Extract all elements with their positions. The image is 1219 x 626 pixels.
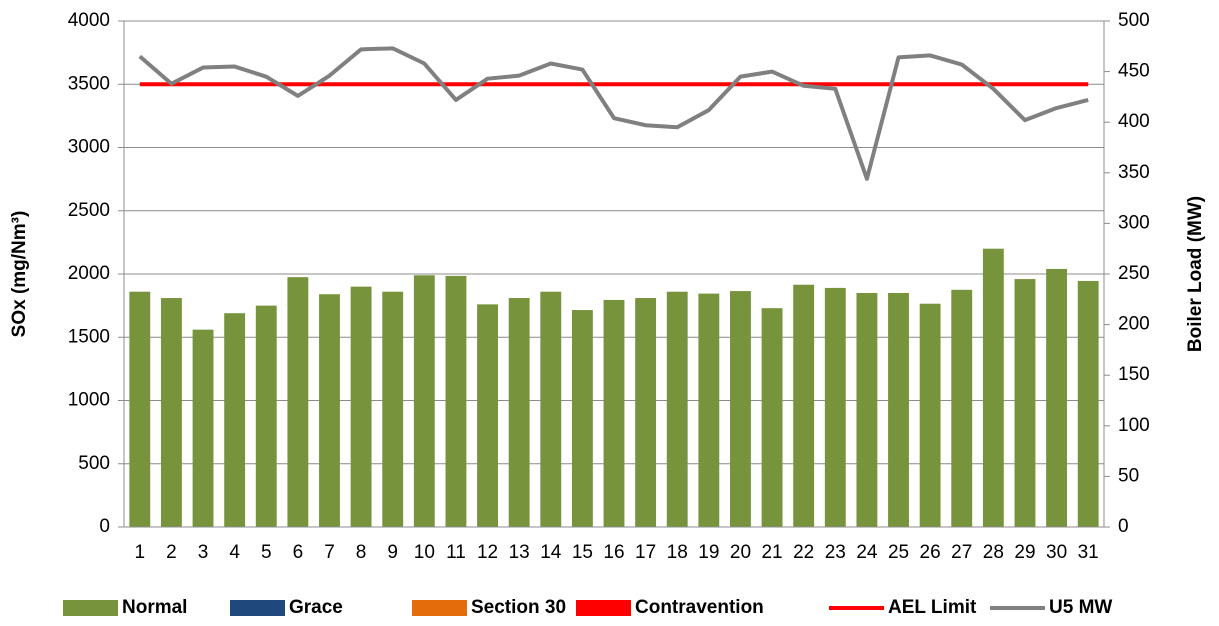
- legend-label: AEL Limit: [888, 597, 977, 618]
- line: [138, 46, 1089, 181]
- bar: [698, 293, 720, 527]
- x-tick-label: 25: [888, 542, 909, 563]
- bar: [856, 292, 878, 527]
- x-tick-label: 21: [761, 542, 782, 563]
- bar: [129, 291, 151, 527]
- x-tick-label: 3: [198, 542, 209, 563]
- y-axis-label: SOx (mg/Nm³): [9, 211, 30, 338]
- x-tick-label: 20: [730, 542, 751, 563]
- x-tick-label: 1: [135, 542, 146, 563]
- y2-tick-label: 100: [1118, 415, 1150, 436]
- bar: [255, 305, 277, 527]
- x-tick-label: 29: [1014, 542, 1035, 563]
- legend-swatch: [230, 600, 285, 616]
- y-tick-label: 3000: [68, 137, 110, 158]
- bar: [761, 308, 783, 527]
- legend-label: Section 30: [471, 597, 566, 618]
- legend-label: Normal: [122, 597, 187, 618]
- bar: [888, 292, 909, 527]
- x-tick-label: 14: [540, 542, 562, 563]
- x-tick-label: 23: [825, 542, 846, 563]
- bar: [1014, 279, 1036, 527]
- bar: [508, 298, 530, 527]
- legend-label: Grace: [289, 597, 343, 618]
- y2-tick-label: 150: [1118, 364, 1150, 385]
- bar: [951, 289, 973, 527]
- legend-swatch: [412, 600, 467, 616]
- x-tick-label: 24: [856, 542, 878, 563]
- y2-tick-label: 450: [1118, 61, 1150, 82]
- y2-tick-label: 200: [1118, 314, 1150, 335]
- x-tick-label: 7: [324, 542, 335, 563]
- bar: [445, 275, 467, 527]
- x-tick-label: 31: [1078, 542, 1099, 563]
- bar: [319, 294, 340, 527]
- x-tick-label: 5: [261, 542, 272, 563]
- y-tick-label: 500: [78, 453, 110, 474]
- legend-label: U5 MW: [1049, 597, 1112, 618]
- bar: [413, 275, 435, 527]
- y-tick-label: 2500: [68, 200, 110, 221]
- x-tick-label: 22: [793, 542, 814, 563]
- x-tick-label: 2: [166, 542, 177, 563]
- y-tick-label: 1000: [68, 390, 110, 411]
- bar: [793, 284, 815, 527]
- x-tick-label: 18: [667, 542, 688, 563]
- x-tick-label: 8: [356, 542, 367, 563]
- legend-label: Contravention: [635, 597, 764, 618]
- y-tick-label: 2000: [68, 263, 110, 284]
- bar: [919, 303, 941, 527]
- x-tick-label: 19: [698, 542, 719, 563]
- x-tick-label: 30: [1046, 542, 1067, 563]
- x-tick-label: 6: [293, 542, 304, 563]
- y2-tick-label: 250: [1118, 263, 1150, 284]
- bar: [350, 286, 372, 527]
- y-tick-label: 3500: [68, 73, 110, 94]
- x-tick-label: 10: [414, 542, 435, 563]
- bar: [603, 299, 625, 527]
- bar: [1046, 268, 1068, 527]
- legend-swatch: [63, 600, 118, 616]
- y2-tick-label: 300: [1118, 212, 1150, 233]
- bar: [224, 313, 246, 527]
- x-tick-label: 17: [635, 542, 656, 563]
- bar: [1077, 280, 1099, 527]
- bar: [571, 310, 593, 527]
- x-tick-label: 27: [951, 542, 972, 563]
- y-tick-label: 1500: [68, 326, 110, 347]
- bar: [730, 291, 751, 527]
- y-tick-label: 0: [99, 516, 110, 537]
- bar: [540, 291, 562, 527]
- y2-tick-label: 400: [1118, 111, 1150, 132]
- x-tick-label: 4: [229, 542, 240, 563]
- bar: [666, 291, 688, 527]
- x-tick-label: 28: [983, 542, 1004, 563]
- x-tick-label: 26: [920, 542, 941, 563]
- bar: [192, 329, 214, 527]
- bar: [160, 298, 182, 527]
- x-tick-label: 13: [509, 542, 530, 563]
- bar: [824, 287, 846, 527]
- x-tick-label: 16: [603, 542, 624, 563]
- x-tick-label: 15: [572, 542, 593, 563]
- bar: [982, 248, 1004, 527]
- x-tick-label: 12: [477, 542, 498, 563]
- y2-axis-label: Boiler Load (MW): [1185, 196, 1206, 352]
- y2-tick-label: 0: [1118, 516, 1129, 537]
- bar: [287, 277, 309, 527]
- x-tick-label: 11: [446, 542, 466, 563]
- y-tick-label: 4000: [68, 10, 110, 31]
- y2-tick-label: 500: [1118, 10, 1150, 31]
- y2-tick-label: 50: [1118, 465, 1139, 486]
- legend-swatch: [576, 600, 631, 616]
- bar: [477, 304, 498, 527]
- x-tick-label: 9: [387, 542, 398, 563]
- bar: [635, 298, 657, 527]
- bar: [382, 291, 404, 527]
- y2-tick-label: 350: [1118, 162, 1150, 183]
